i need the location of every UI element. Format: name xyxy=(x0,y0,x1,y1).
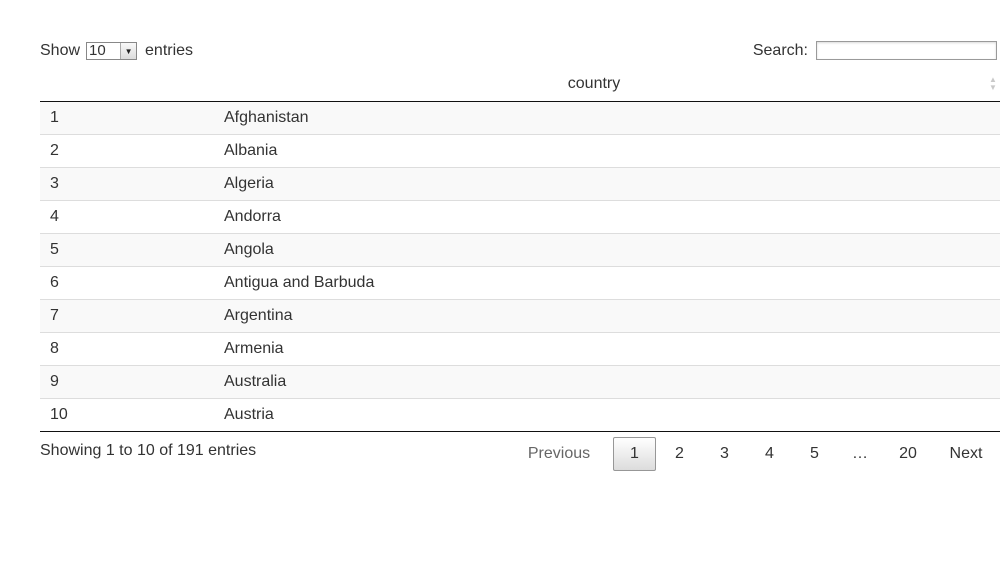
table-body: 1 Afghanistan 2 Albania 3 Algeria 4 Ando… xyxy=(40,101,1000,432)
entries-label: entries xyxy=(145,42,194,59)
column-header-country[interactable]: country ▲ ▼ xyxy=(224,66,1000,102)
row-index: 4 xyxy=(40,200,224,234)
search-input[interactable] xyxy=(816,41,997,60)
row-index: 3 xyxy=(40,167,224,201)
row-country: Andorra xyxy=(224,200,1000,234)
table-controls: Show 10 ▼ entries Search: xyxy=(40,40,1000,64)
data-table: country ▲ ▼ 1 Afghanistan 2 Albania 3 Alg… xyxy=(40,66,1000,432)
row-country: Angola xyxy=(224,233,1000,267)
row-index: 8 xyxy=(40,332,224,366)
column-header-index[interactable] xyxy=(40,66,224,102)
table-row: 9 Australia xyxy=(40,365,1000,399)
row-country: Afghanistan xyxy=(224,101,1000,135)
entries-per-page-value: 10 xyxy=(89,42,106,59)
table-row: 4 Andorra xyxy=(40,200,1000,234)
row-country: Australia xyxy=(224,365,1000,399)
row-index: 7 xyxy=(40,299,224,333)
next-page-button[interactable]: Next xyxy=(949,445,983,462)
page-button-1[interactable]: 1 xyxy=(613,437,656,471)
row-country: Armenia xyxy=(224,332,1000,366)
row-index: 1 xyxy=(40,101,224,135)
page-button-4[interactable]: 4 xyxy=(765,445,774,462)
row-index: 6 xyxy=(40,266,224,300)
table-row: 2 Albania xyxy=(40,134,1000,168)
search-control: Search: xyxy=(753,41,997,60)
row-country: Albania xyxy=(224,134,1000,168)
row-country: Austria xyxy=(224,398,1000,432)
table-row: 6 Antigua and Barbuda xyxy=(40,266,1000,300)
row-index: 2 xyxy=(40,134,224,168)
column-header-country-label: country xyxy=(567,74,621,92)
row-index: 5 xyxy=(40,233,224,267)
previous-page-button[interactable]: Previous xyxy=(527,445,591,462)
table-row: 1 Afghanistan xyxy=(40,101,1000,135)
table-row: 10 Austria xyxy=(40,398,1000,432)
row-country: Algeria xyxy=(224,167,1000,201)
page-button-3[interactable]: 3 xyxy=(720,445,729,462)
row-country: Argentina xyxy=(224,299,1000,333)
page-button-2[interactable]: 2 xyxy=(675,445,684,462)
row-index: 10 xyxy=(40,398,224,432)
table-row: 7 Argentina xyxy=(40,299,1000,333)
table-header-row: country ▲ ▼ xyxy=(40,66,1000,102)
table-row: 3 Algeria xyxy=(40,167,1000,201)
table-row: 5 Angola xyxy=(40,233,1000,267)
chevron-down-icon[interactable]: ▼ xyxy=(120,43,137,59)
table-row: 8 Armenia xyxy=(40,332,1000,366)
row-index: 9 xyxy=(40,365,224,399)
sort-both-icon: ▲ ▼ xyxy=(989,75,997,92)
table-info: Showing 1 to 10 of 191 entries xyxy=(40,442,257,459)
search-label: Search: xyxy=(752,41,808,59)
pagination-ellipsis: … xyxy=(852,445,868,462)
pagination: Previous 1 2 3 4 5 … 20 Next xyxy=(516,437,1000,471)
row-country: Antigua and Barbuda xyxy=(224,266,1000,300)
entries-per-page-select[interactable]: 10 ▼ xyxy=(86,42,138,60)
page-button-5[interactable]: 5 xyxy=(810,445,819,462)
page-button-20[interactable]: 20 xyxy=(899,445,917,462)
length-control: Show 10 ▼ entries xyxy=(40,42,193,60)
show-label: Show xyxy=(40,42,81,59)
